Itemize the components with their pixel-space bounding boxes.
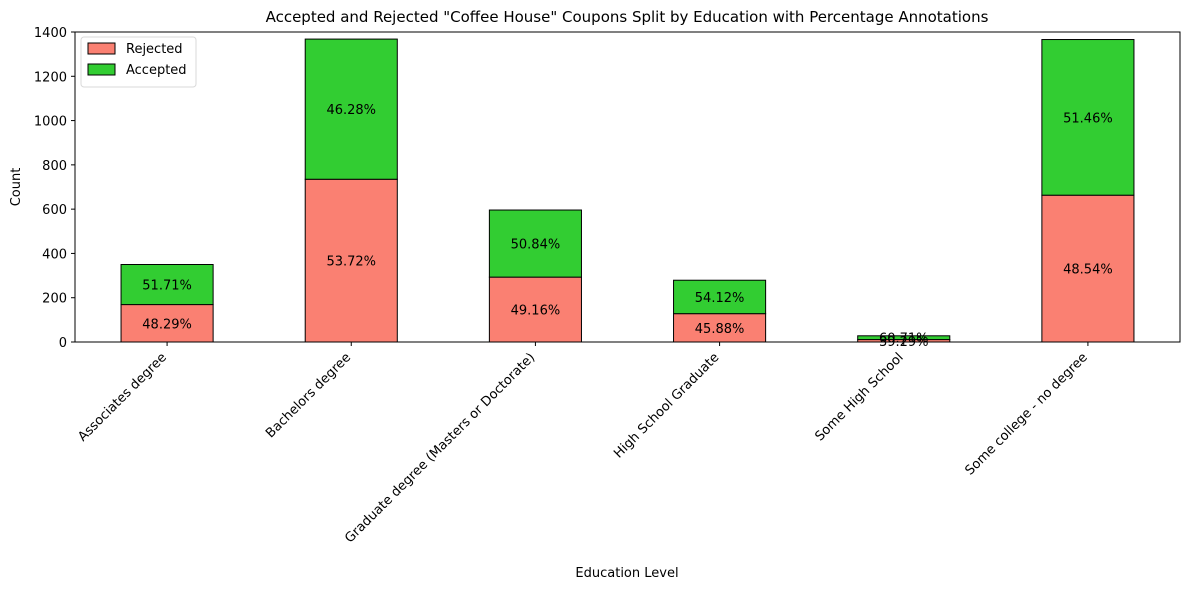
y-tick-label: 800	[42, 159, 67, 174]
x-tick-label: Some college - no degree	[962, 350, 1090, 478]
bar-label-accepted-1: 46.28%	[326, 103, 376, 118]
bar-accepted-4	[857, 335, 951, 341]
x-tick-label: Graduate degree (Masters or Doctorate)	[342, 350, 538, 546]
bar-label-rejected-0: 48.29%	[142, 317, 192, 332]
bar-label-rejected-3: 45.88%	[695, 322, 745, 337]
bar-label-accepted-5: 51.46%	[1063, 111, 1113, 126]
bar-accepted-2	[488, 209, 582, 278]
bar-labels-layer: 48.29% 51.71% 53.72% 46.28% 49.16% 50.84% 45.8…	[142, 103, 1112, 350]
x-axis: Associates degree Bachelors degreeGraduat…	[75, 342, 1091, 546]
y-tick-label: 400	[42, 247, 67, 262]
bars-layer	[120, 38, 1135, 343]
bar-accepted-0	[120, 264, 214, 306]
bar-label-rejected-5: 48.54%	[1063, 263, 1113, 278]
x-axis-title: Education Level	[575, 566, 678, 581]
bar-accepted-1	[304, 38, 398, 180]
legend-label-rejected: Rejected	[126, 42, 183, 57]
y-tick-label: 1200	[34, 70, 67, 85]
bar-rejected-0	[120, 304, 214, 343]
bar-rejected-5	[1041, 194, 1135, 343]
x-tick-label: High School Graduate	[611, 350, 722, 461]
x-tick-label: Associates degree	[75, 350, 170, 445]
y-tick-label: 200	[42, 292, 67, 307]
y-tick-label: 1400	[34, 26, 67, 41]
legend: Rejected Accepted	[80, 36, 197, 88]
bar-label-accepted-0: 51.71%	[142, 279, 192, 294]
y-tick-label: 600	[42, 203, 67, 218]
x-tick-label: Bachelors degree	[263, 350, 354, 441]
y-tick-label: 1000	[34, 115, 67, 130]
legend-swatch-rejected	[87, 42, 116, 55]
x-tick-label: Some High School	[812, 350, 906, 444]
y-axis-title: Count	[9, 168, 24, 207]
plot-frame	[74, 31, 1181, 343]
bar-label-rejected-1: 53.72%	[326, 255, 376, 270]
bar-label-accepted-4: 60.71%	[879, 332, 929, 347]
chart-title: Accepted and Rejected "Coffee House" Cou…	[266, 8, 989, 26]
legend-swatch-accepted	[87, 63, 116, 76]
bar-accepted-3	[673, 279, 767, 315]
bar-label-rejected-2: 49.16%	[511, 304, 561, 319]
bar-accepted-5	[1041, 39, 1135, 196]
y-tick-label: 0	[59, 336, 67, 351]
y-axis: 0 200 400 600 800 1000 1200 1400	[34, 26, 75, 351]
bar-rejected-2	[488, 276, 582, 343]
bar-label-accepted-2: 50.84%	[511, 238, 561, 253]
legend-label-accepted: Accepted	[126, 63, 187, 78]
bar-label-accepted-3: 54.12%	[695, 291, 745, 306]
